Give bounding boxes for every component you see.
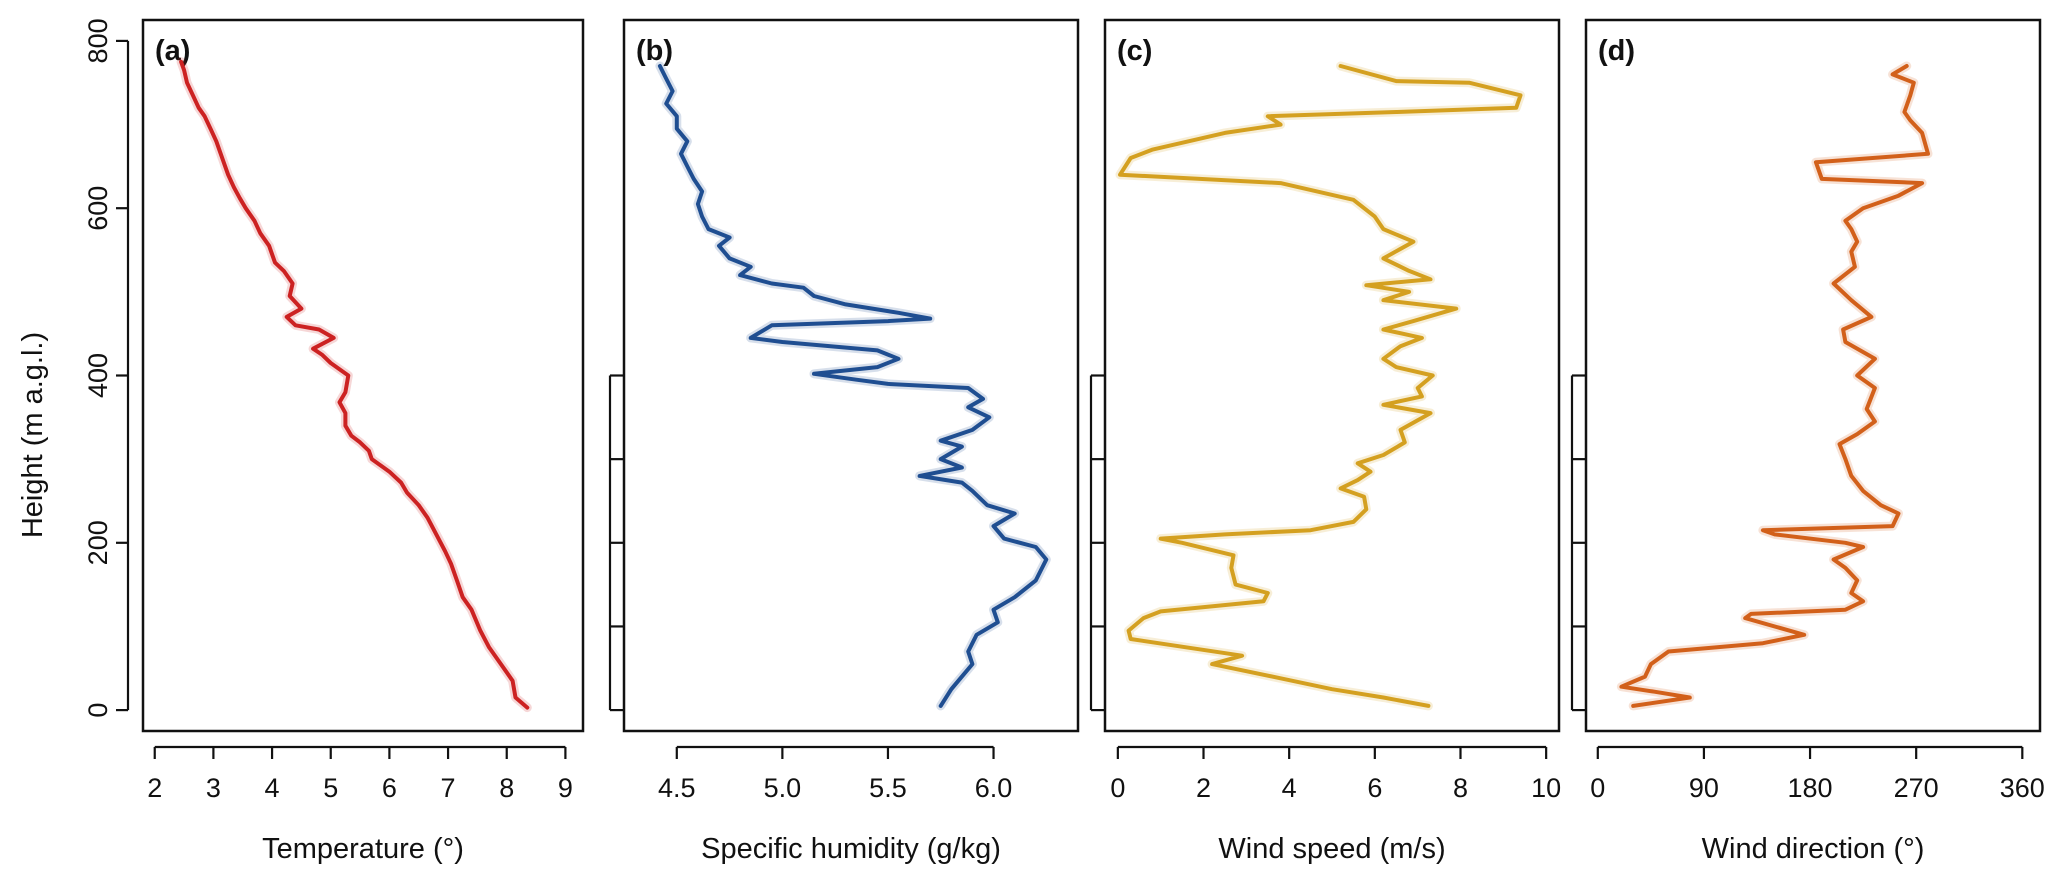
x-tick-label: 4 [265,773,280,803]
series-line [1118,64,1523,708]
x-tick-label: 3 [206,773,221,803]
panel-wind-speed: (c) 0 2 4 6 8 10 Wind speed (m/s) [1089,18,1561,865]
panel-label: (b) [636,35,673,67]
panel-label: (a) [155,35,190,67]
series-uncertainty [176,57,532,713]
x-tick-label: 360 [2000,773,2045,803]
x-axis-title: Wind direction (°) [1702,833,1925,865]
x-tick-label: 9 [558,773,573,803]
x-axis-title: Temperature (°) [262,833,464,865]
y-tick-label: 400 [83,353,113,398]
plot-frame [1584,18,2042,733]
y-axis-title: Height (m a.g.l.) [17,332,49,538]
series-line [1619,64,1930,708]
x-tick-label: 8 [1453,773,1468,803]
panel-specific-humidity: (b) 4.5 5.0 5.5 6.0 Specific humidity (g/kg) [608,18,1080,865]
x-tick-label: 8 [499,773,514,803]
y-tick-label: 200 [83,520,113,565]
plot-frame [1103,18,1561,733]
series-line [179,59,530,710]
x-tick-label: 180 [1788,773,1833,803]
x-tick-label: 5 [323,773,338,803]
panel-label: (c) [1117,35,1152,67]
x-tick-label: 4.5 [658,773,696,803]
series-line [657,64,1049,708]
x-tick-label: 10 [1531,773,1561,803]
x-axis-title: Specific humidity (g/kg) [701,833,1001,865]
x-tick-label: 0 [1110,773,1125,803]
panel-temperature: (a) 2 3 4 5 6 7 8 9 Temperature (°) 0 200 400 600 800 [83,18,585,865]
y-tick-label: 800 [83,18,113,63]
x-tick-label: 6.0 [975,773,1013,803]
plot-frame [141,18,585,733]
x-axis-title: Wind speed (m/s) [1218,833,1445,865]
x-tick-label: 6 [1367,773,1382,803]
series-uncertainty [1616,61,1933,711]
x-tick-label: 4 [1282,773,1297,803]
x-tick-label: 5.0 [764,773,802,803]
panel-wind-direction: (d) 0 90 180 270 360 Wind direction (°) [1570,18,2045,865]
series-uncertainty [655,61,1051,711]
x-tick-label: 270 [1894,773,1939,803]
y-tick-label: 0 [83,703,113,718]
x-tick-label: 7 [441,773,456,803]
x-tick-label: 2 [1196,773,1211,803]
x-tick-label: 5.5 [869,773,907,803]
x-tick-label: 0 [1590,773,1605,803]
y-tick-label: 600 [83,186,113,231]
panel-label: (d) [1598,35,1635,67]
x-tick-label: 90 [1689,773,1719,803]
x-tick-label: 6 [382,773,397,803]
x-tick-label: 2 [147,773,162,803]
